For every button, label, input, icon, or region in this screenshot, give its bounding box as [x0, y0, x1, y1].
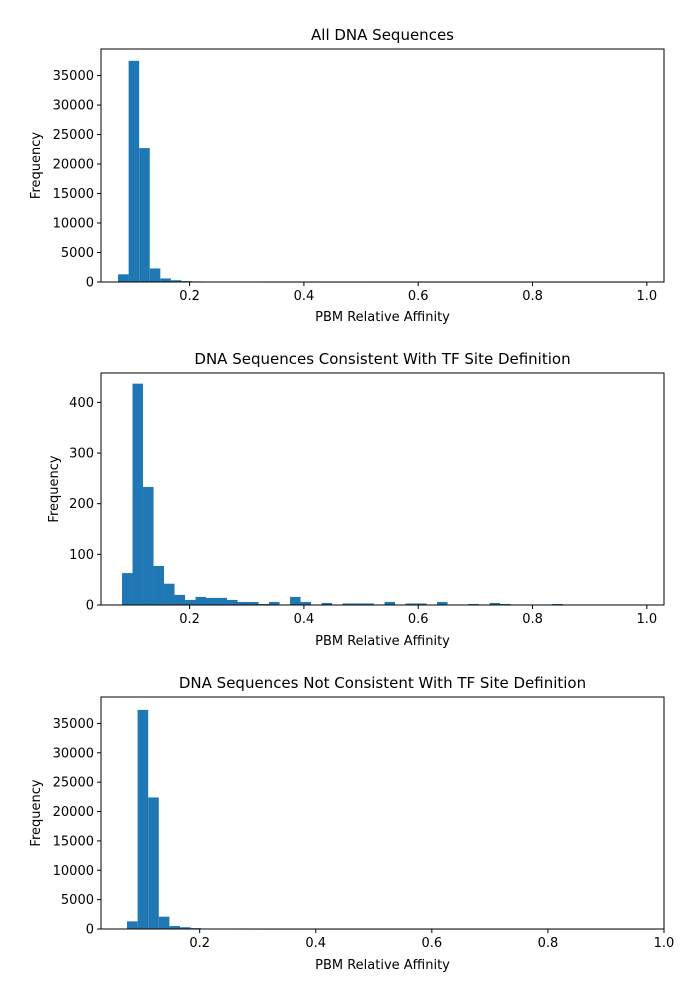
- y-axis-label: Frequency: [29, 132, 44, 199]
- histogram-bars: [118, 60, 647, 283]
- y-tick-label: 10000: [53, 864, 94, 879]
- histogram-bar: [164, 583, 175, 605]
- y-tick-label: 20000: [53, 158, 94, 173]
- histogram-bar: [384, 601, 396, 605]
- histogram-bar: [153, 566, 165, 605]
- histogram-bar: [437, 601, 448, 605]
- histogram-bar: [342, 603, 354, 605]
- chart-panel-2: 0.2 0.4 0.6 0.8 1.0 0 100 200 300 400 DNA Sequence…: [47, 350, 665, 649]
- y-tick-label: 35000: [53, 717, 94, 732]
- y-tick-label: 15000: [53, 187, 94, 202]
- histogram-bar: [353, 603, 364, 605]
- x-axis-label: PBM Relative Affinity: [315, 634, 450, 649]
- x-tick-label: 1.0: [637, 289, 658, 304]
- x-tick-label: 0.6: [408, 289, 429, 304]
- axes-frame: [100, 372, 665, 606]
- histogram-bar: [169, 926, 180, 929]
- histogram-bar: [321, 602, 333, 605]
- histogram-bar: [185, 599, 196, 605]
- histogram-bar: [269, 601, 280, 605]
- histogram-bars: [122, 383, 648, 606]
- x-tick-label: 0.4: [294, 289, 315, 304]
- y-tick-label: 35000: [53, 69, 94, 84]
- histogram-bar: [300, 601, 312, 605]
- x-tick-label: 1.0: [654, 936, 675, 951]
- chart-title: DNA Sequences Consistent With TF Site De…: [194, 350, 570, 368]
- x-axis-label: PBM Relative Affinity: [315, 958, 450, 973]
- axes-frame: [100, 696, 665, 930]
- y-tick-label: 300: [69, 447, 94, 462]
- x-tick-label: 0.4: [294, 612, 315, 627]
- chart-title: DNA Sequences Not Consistent With TF Sit…: [179, 674, 586, 692]
- histogram-bar: [405, 603, 417, 605]
- x-tick-label: 0.8: [522, 612, 543, 627]
- x-tick-label: 0.2: [189, 936, 210, 951]
- histogram-bar: [174, 594, 186, 605]
- y-tick-label: 0: [86, 923, 94, 938]
- y-tick-label: 5000: [61, 246, 94, 261]
- histogram-bar: [143, 486, 154, 605]
- y-tick-label: 25000: [53, 776, 94, 791]
- y-tick-label: 10000: [53, 217, 94, 232]
- y-tick-label: 0: [86, 599, 94, 614]
- histogram-bar: [195, 596, 207, 605]
- x-tick-label: 0.4: [305, 936, 326, 951]
- chart-panel-3: 0.2 0.4 0.6 0.8 1.0 0 5000 10000 15000 20000 25000…: [29, 674, 674, 973]
- histogram-bar: [170, 280, 182, 282]
- chart-panel-1: 0.2 0.4 0.6 0.8 1.0 0 5000 10000 15000 20000 25000…: [29, 26, 665, 325]
- histogram-bar: [258, 603, 270, 605]
- histogram-bar: [237, 601, 249, 605]
- y-tick-label: 200: [69, 497, 94, 512]
- histogram-bar: [500, 603, 511, 605]
- chart-title: All DNA Sequences: [311, 26, 454, 44]
- y-tick-label: 20000: [53, 805, 94, 820]
- histogram-bar: [160, 278, 171, 282]
- x-tick-label: 0.8: [522, 289, 543, 304]
- y-tick-label: 30000: [53, 746, 94, 761]
- histogram-bar: [216, 597, 228, 605]
- x-tick-label: 0.8: [538, 936, 559, 951]
- histogram-bar: [149, 268, 161, 282]
- histogram-bar: [148, 797, 159, 929]
- x-tick-label: 0.2: [179, 289, 200, 304]
- y-tick-label: 100: [69, 548, 94, 563]
- y-tick-label: 0: [86, 276, 94, 291]
- histogram-bar: [128, 60, 140, 282]
- x-tick-label: 0.6: [421, 936, 442, 951]
- x-tick-label: 0.6: [408, 612, 429, 627]
- x-tick-label: 0.2: [179, 612, 200, 627]
- y-tick-label: 15000: [53, 834, 94, 849]
- y-tick-label: 30000: [53, 99, 94, 114]
- histogram-bar: [206, 597, 217, 605]
- histogram-bar: [363, 603, 375, 605]
- histogram-bar: [179, 927, 191, 929]
- axes-frame: [100, 48, 665, 283]
- histogram-bar: [137, 709, 149, 929]
- x-tick-label: 1.0: [637, 612, 658, 627]
- y-axis-label: Frequency: [47, 455, 62, 522]
- x-axis-label: PBM Relative Affinity: [315, 310, 450, 325]
- histogram-bar: [227, 599, 238, 605]
- y-axis-label: Frequency: [29, 779, 44, 846]
- y-tick-label: 400: [69, 396, 94, 411]
- histogram-bar: [248, 601, 259, 605]
- histogram-bar: [416, 603, 427, 605]
- y-tick-label: 25000: [53, 128, 94, 143]
- histogram-bar: [552, 603, 564, 605]
- histogram-bar: [127, 921, 138, 929]
- histogram-bar: [290, 596, 301, 605]
- histogram-bar: [139, 148, 150, 282]
- histogram-bar: [118, 274, 129, 282]
- histogram-bar: [122, 573, 133, 605]
- histogram-bars: [127, 709, 657, 930]
- y-tick-label: 5000: [61, 893, 94, 908]
- histogram-bar: [158, 916, 170, 929]
- histogram-bar: [468, 603, 480, 605]
- histogram-bar: [489, 602, 501, 605]
- histogram-bar: [132, 383, 144, 605]
